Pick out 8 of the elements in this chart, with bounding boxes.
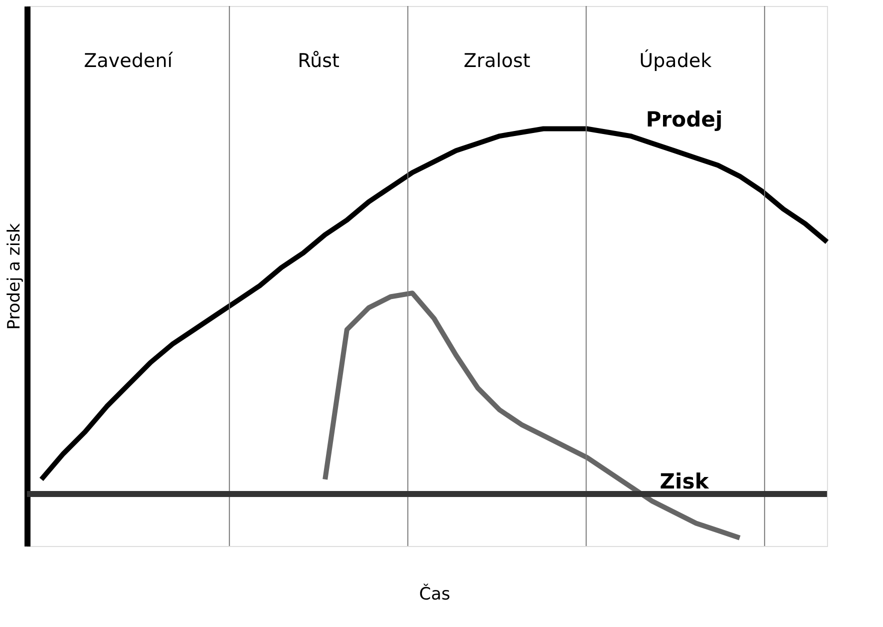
text: Zavedení: [84, 50, 174, 72]
text: Zralost: [464, 50, 530, 72]
text: Úpadek: [639, 49, 712, 72]
series-label: Zisk: [660, 469, 710, 494]
text: Růst: [298, 50, 340, 72]
x-axis-title: Čas: [419, 584, 450, 604]
y-axis-title: Prodej a zisk: [4, 223, 24, 330]
series-label: Prodej: [646, 108, 723, 132]
